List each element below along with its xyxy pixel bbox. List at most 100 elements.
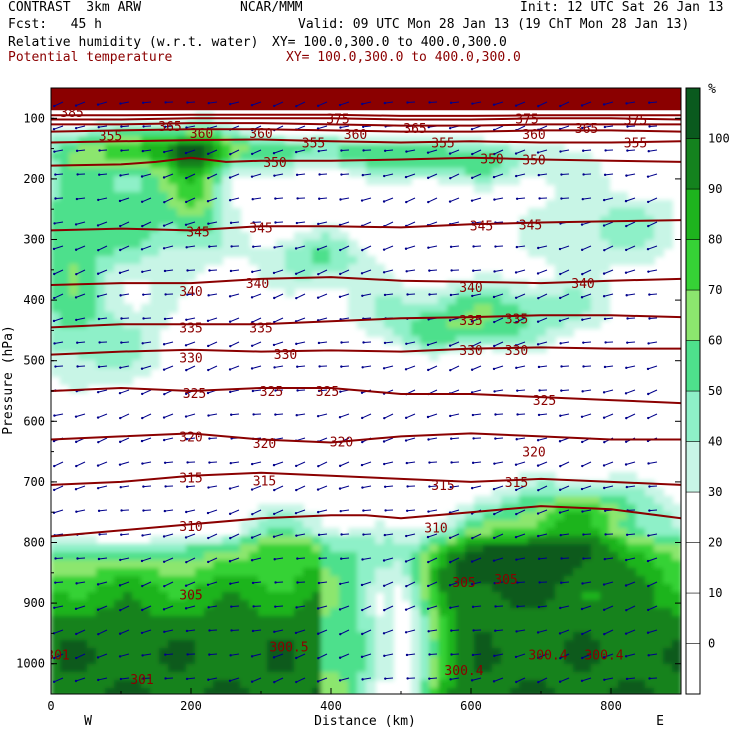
wind-arrow [602, 413, 614, 419]
wind-arrow [646, 605, 658, 612]
wind-arrow [404, 605, 416, 611]
wind-arrow [339, 509, 350, 513]
wind-arrow [470, 125, 482, 131]
wind-arrow [141, 413, 152, 420]
wind-arrow [252, 413, 262, 416]
forecast-hour: Fcst: 45 h [8, 17, 102, 32]
wind-arrow [581, 581, 592, 585]
wind-arrow [250, 533, 262, 539]
wind-arrow [118, 629, 130, 635]
wind-arrow [53, 101, 64, 108]
wind-arrow [252, 221, 262, 224]
wind-arrow [471, 293, 482, 298]
wind-arrow [536, 437, 548, 442]
wind-arrow [52, 677, 64, 684]
wind-arrow [405, 461, 416, 465]
wind-arrow [581, 389, 592, 393]
wind-arrow [230, 413, 240, 416]
wind-arrow [360, 653, 372, 659]
y-tick-label: 600 [23, 414, 45, 428]
wind-arrow [559, 605, 570, 610]
wind-arrow [141, 269, 152, 274]
wind-arrow [339, 245, 350, 252]
wind-arrow [74, 413, 86, 418]
theta-label: 315 [253, 475, 276, 490]
wind-arrow [626, 341, 636, 344]
theta-label: 335 [179, 321, 202, 336]
wind-arrow [383, 485, 394, 488]
wind-arrow [580, 413, 592, 418]
wind-arrow [536, 653, 548, 659]
wind-arrow [537, 485, 548, 492]
wind-arrow [184, 605, 196, 610]
wind-arrow [228, 509, 240, 516]
wind-arrow [274, 581, 284, 584]
wind-arrow [515, 197, 526, 201]
wind-arrow [536, 629, 548, 634]
wind-arrow [536, 533, 548, 538]
theta-label: 340 [179, 285, 202, 300]
wind-arrow [405, 197, 416, 204]
wind-arrow [647, 149, 658, 153]
wind-arrow [406, 101, 416, 104]
wind-arrow [538, 389, 548, 392]
theta-label: 375 [624, 114, 647, 129]
wind-arrow [185, 173, 196, 180]
wind-arrow [582, 149, 592, 152]
wind-arrow [625, 413, 636, 420]
wind-arrow [580, 605, 592, 611]
colorbar: 0 10 20 30 40 50 60 70 80 90 100 [685, 87, 730, 695]
wind-arrow [383, 293, 394, 297]
wind-arrow [624, 389, 636, 395]
wind-arrow [52, 125, 64, 131]
wind-arrow [494, 245, 504, 248]
wind-arrow [383, 653, 394, 658]
wind-arrow [273, 677, 284, 684]
wind-arrow [603, 173, 614, 177]
wind-arrow [296, 197, 306, 200]
wind-arrow [428, 461, 438, 464]
wind-arrow [450, 437, 460, 440]
theta-contour-375 [51, 113, 681, 117]
wind-arrow [228, 173, 240, 179]
wind-arrow [559, 533, 570, 537]
wind-arrow [185, 437, 196, 441]
wind-arrow [472, 437, 482, 440]
wind-arrow [405, 581, 416, 588]
wind-arrow [162, 413, 174, 419]
wind-arrow [427, 245, 438, 249]
wind-arrow [493, 389, 504, 393]
wind-arrow [208, 437, 218, 440]
wind-arrow [75, 653, 86, 660]
wind-arrow [471, 653, 482, 657]
wind-arrow [493, 461, 504, 465]
wind-arrow [516, 605, 526, 608]
wind-arrow [428, 485, 438, 488]
wind-arrow [163, 581, 174, 588]
wind-arrow [515, 677, 526, 684]
theta-contour-355 [51, 138, 681, 144]
wind-arrow [229, 389, 240, 394]
wind-arrow [228, 101, 240, 106]
wind-arrow [603, 365, 614, 369]
wind-arrow [537, 605, 548, 609]
wind-arrow [207, 533, 218, 540]
theta-label: 335 [249, 321, 272, 336]
wind-arrow [295, 413, 306, 417]
wind-arrow [581, 629, 592, 636]
theta-contour-315 [51, 471, 681, 486]
wind-arrow [560, 197, 570, 200]
wind-arrow [339, 197, 350, 201]
theta-label: 330 [179, 352, 202, 367]
wind-arrow [580, 485, 592, 491]
wind-arrow [162, 533, 174, 538]
theta-label: 350 [263, 156, 286, 171]
wind-arrow [120, 533, 130, 536]
wind-arrow [470, 197, 482, 202]
wind-arrow [207, 413, 218, 417]
wind-arrow [141, 533, 152, 537]
field2-xy: XY= 100.0,300.0 to 400.0,300.0 [286, 50, 521, 65]
wind-arrow [361, 365, 372, 369]
wind-arrow [119, 485, 130, 489]
